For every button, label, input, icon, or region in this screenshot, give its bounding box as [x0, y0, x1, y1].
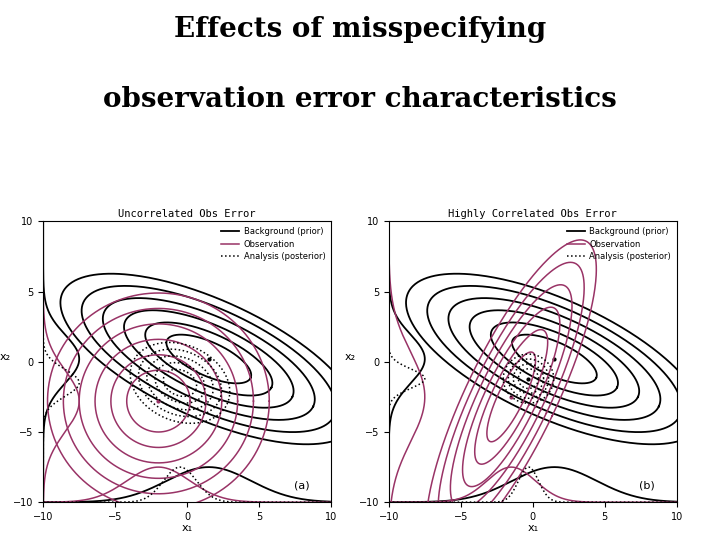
Text: (a): (a) [294, 480, 310, 490]
Legend: Background (prior), Observation, Analysis (posterior): Background (prior), Observation, Analysi… [220, 226, 327, 262]
Text: Effects of misspecifying: Effects of misspecifying [174, 16, 546, 43]
X-axis label: x₁: x₁ [527, 523, 539, 534]
Text: observation error characteristics: observation error characteristics [103, 86, 617, 113]
Text: (b): (b) [639, 480, 655, 490]
Legend: Background (prior), Observation, Analysis (posterior): Background (prior), Observation, Analysi… [565, 226, 672, 262]
X-axis label: x₁: x₁ [181, 523, 193, 534]
Y-axis label: x₂: x₂ [0, 352, 10, 362]
Title: Highly Correlated Obs Error: Highly Correlated Obs Error [449, 209, 617, 219]
Y-axis label: x₂: x₂ [345, 352, 356, 362]
Title: Uncorrelated Obs Error: Uncorrelated Obs Error [119, 209, 256, 219]
